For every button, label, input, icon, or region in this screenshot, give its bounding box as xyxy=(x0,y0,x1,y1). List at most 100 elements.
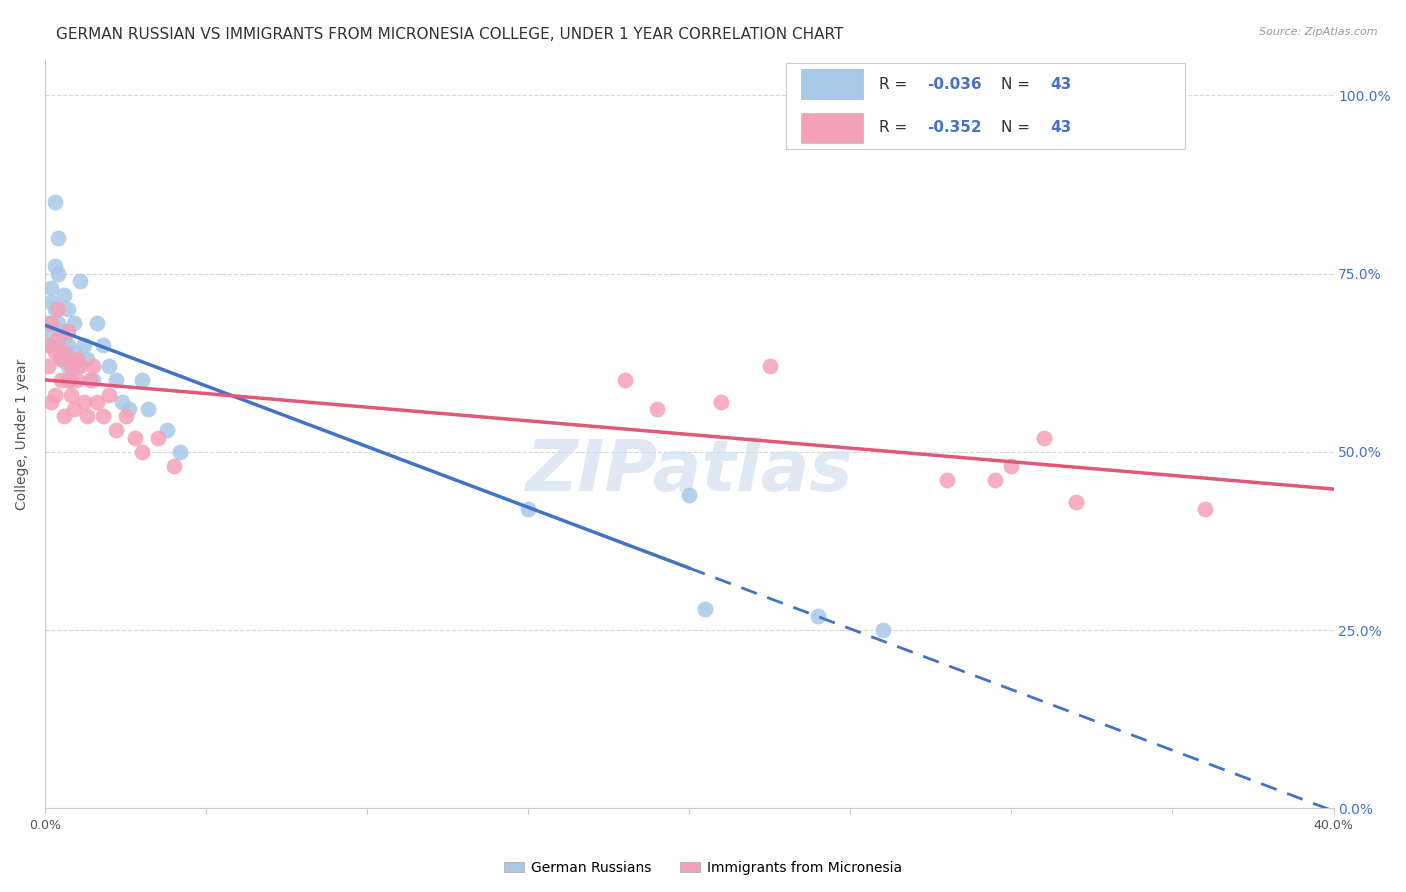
Point xyxy=(124,430,146,444)
Point xyxy=(59,359,82,374)
Y-axis label: College, Under 1 year: College, Under 1 year xyxy=(15,359,30,509)
Point xyxy=(46,331,69,345)
Point xyxy=(111,395,134,409)
Text: R =: R = xyxy=(879,120,911,136)
Point xyxy=(807,608,830,623)
FancyBboxPatch shape xyxy=(801,112,863,143)
Point xyxy=(37,359,59,374)
Point xyxy=(49,345,72,359)
Point xyxy=(44,195,66,210)
Text: Source: ZipAtlas.com: Source: ZipAtlas.com xyxy=(1260,27,1378,37)
Point xyxy=(1064,494,1087,508)
Point xyxy=(44,345,66,359)
Text: N =: N = xyxy=(1001,77,1035,92)
Point xyxy=(46,231,69,245)
Point xyxy=(163,458,186,473)
Point xyxy=(41,338,63,352)
Point xyxy=(936,473,959,487)
Point xyxy=(53,331,76,345)
Point xyxy=(49,374,72,388)
Point xyxy=(76,409,98,424)
Point xyxy=(66,352,89,367)
Point xyxy=(82,359,104,374)
Text: 43: 43 xyxy=(1050,120,1071,136)
Point xyxy=(72,395,94,409)
Point xyxy=(645,402,668,417)
Point xyxy=(49,324,72,338)
Text: GERMAN RUSSIAN VS IMMIGRANTS FROM MICRONESIA COLLEGE, UNDER 1 YEAR CORRELATION C: GERMAN RUSSIAN VS IMMIGRANTS FROM MICRON… xyxy=(56,27,844,42)
Point xyxy=(1032,430,1054,444)
Point xyxy=(63,345,86,359)
Point xyxy=(758,359,780,374)
Point xyxy=(104,423,127,437)
Point xyxy=(49,352,72,367)
Point xyxy=(613,374,636,388)
Point xyxy=(59,388,82,402)
Point xyxy=(131,444,153,458)
Point xyxy=(517,501,540,516)
Point xyxy=(86,317,108,331)
Point xyxy=(72,338,94,352)
Point xyxy=(37,338,59,352)
Point xyxy=(37,324,59,338)
Point xyxy=(872,623,894,637)
Point xyxy=(678,487,700,501)
Point xyxy=(56,374,79,388)
Point xyxy=(136,402,159,417)
Text: ZIPatlas: ZIPatlas xyxy=(526,437,853,506)
Point xyxy=(91,409,114,424)
Point xyxy=(82,374,104,388)
Point xyxy=(59,352,82,367)
Point xyxy=(37,317,59,331)
Point xyxy=(63,402,86,417)
Point xyxy=(131,374,153,388)
Point xyxy=(56,359,79,374)
Point xyxy=(66,359,89,374)
Point xyxy=(91,338,114,352)
Point xyxy=(41,295,63,310)
Point xyxy=(59,374,82,388)
Text: -0.036: -0.036 xyxy=(928,77,983,92)
Point xyxy=(44,388,66,402)
Text: N =: N = xyxy=(1001,120,1035,136)
Point xyxy=(46,302,69,317)
Point xyxy=(146,430,169,444)
Point xyxy=(76,352,98,367)
Text: -0.352: -0.352 xyxy=(928,120,983,136)
Point xyxy=(41,281,63,295)
Point xyxy=(44,302,66,317)
Point xyxy=(69,359,91,374)
Point xyxy=(156,423,179,437)
Point xyxy=(63,317,86,331)
Point xyxy=(69,274,91,288)
Point xyxy=(53,345,76,359)
Point xyxy=(86,395,108,409)
Legend: German Russians, Immigrants from Micronesia: German Russians, Immigrants from Microne… xyxy=(498,855,908,880)
Point xyxy=(66,374,89,388)
Point xyxy=(98,388,121,402)
Point xyxy=(53,409,76,424)
Point xyxy=(44,260,66,274)
Point xyxy=(41,317,63,331)
Point xyxy=(49,352,72,367)
Text: 43: 43 xyxy=(1050,77,1071,92)
Point xyxy=(984,473,1007,487)
Point xyxy=(114,409,136,424)
Point xyxy=(169,444,191,458)
FancyBboxPatch shape xyxy=(801,70,863,99)
Point xyxy=(1000,458,1022,473)
Point xyxy=(56,338,79,352)
Point xyxy=(53,288,76,302)
Point xyxy=(56,324,79,338)
Point xyxy=(41,395,63,409)
Point xyxy=(46,267,69,281)
Point xyxy=(695,601,717,615)
Point xyxy=(56,302,79,317)
FancyBboxPatch shape xyxy=(786,63,1185,150)
Point xyxy=(79,374,101,388)
Point xyxy=(1194,501,1216,516)
Point xyxy=(46,317,69,331)
Point xyxy=(98,359,121,374)
Point xyxy=(118,402,141,417)
Text: R =: R = xyxy=(879,77,911,92)
